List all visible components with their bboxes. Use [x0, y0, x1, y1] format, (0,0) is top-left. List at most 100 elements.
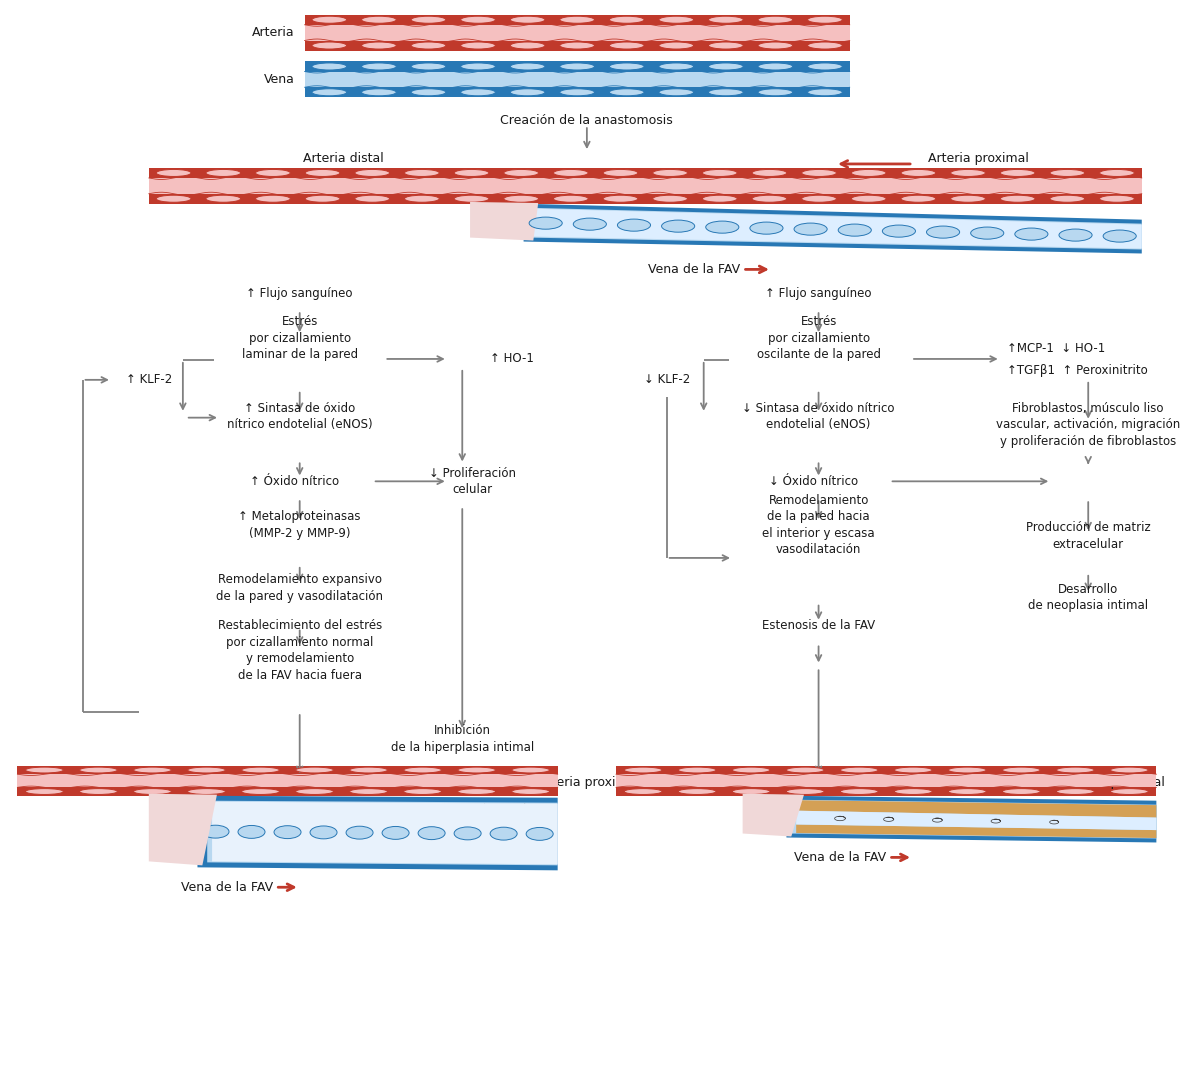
Ellipse shape — [295, 788, 334, 795]
Bar — [149, 168, 1141, 204]
Ellipse shape — [559, 88, 594, 96]
Text: ↓ KLF-2: ↓ KLF-2 — [643, 374, 690, 386]
Ellipse shape — [840, 788, 878, 795]
Bar — [616, 766, 1157, 796]
Ellipse shape — [653, 195, 688, 203]
Ellipse shape — [553, 169, 588, 177]
Ellipse shape — [1002, 767, 1040, 773]
Ellipse shape — [418, 826, 445, 839]
Polygon shape — [470, 202, 539, 241]
Polygon shape — [523, 204, 1141, 254]
Polygon shape — [743, 794, 804, 836]
Ellipse shape — [529, 217, 563, 229]
Text: ↑TGFβ1  ↑ Peroxinitrito: ↑TGFβ1 ↑ Peroxinitrito — [1008, 364, 1148, 377]
Ellipse shape — [241, 788, 280, 795]
Text: Arteria distal: Arteria distal — [304, 153, 384, 166]
Ellipse shape — [678, 788, 716, 795]
Ellipse shape — [604, 195, 638, 203]
Text: Inhibición
de la hiperplasia intimal: Inhibición de la hiperplasia intimal — [391, 724, 534, 754]
Ellipse shape — [1002, 788, 1040, 795]
Ellipse shape — [510, 63, 545, 70]
Ellipse shape — [752, 195, 787, 203]
Ellipse shape — [305, 195, 340, 203]
Ellipse shape — [1058, 229, 1092, 241]
Ellipse shape — [840, 767, 878, 773]
Ellipse shape — [808, 88, 842, 96]
Ellipse shape — [732, 767, 770, 773]
Ellipse shape — [202, 825, 229, 838]
Text: ↑ Flujo sanguíneo: ↑ Flujo sanguíneo — [766, 287, 872, 300]
Ellipse shape — [752, 169, 787, 177]
Ellipse shape — [461, 43, 496, 49]
Ellipse shape — [156, 195, 191, 203]
Ellipse shape — [312, 16, 347, 23]
Ellipse shape — [708, 16, 743, 23]
Ellipse shape — [851, 169, 886, 177]
Ellipse shape — [732, 788, 770, 795]
Ellipse shape — [403, 788, 442, 795]
Ellipse shape — [349, 788, 388, 795]
Ellipse shape — [510, 88, 545, 96]
Ellipse shape — [156, 169, 191, 177]
Bar — [149, 178, 1141, 194]
Ellipse shape — [404, 195, 439, 203]
Ellipse shape — [1001, 169, 1036, 177]
Text: Estrés
por cizallamiento
oscilante de la pared: Estrés por cizallamiento oscilante de la… — [756, 315, 881, 361]
Ellipse shape — [659, 88, 694, 96]
Ellipse shape — [802, 169, 836, 177]
Ellipse shape — [361, 63, 396, 70]
Text: Arteria proximal: Arteria proximal — [928, 153, 1028, 166]
Ellipse shape — [312, 43, 347, 49]
Ellipse shape — [461, 63, 496, 70]
Ellipse shape — [504, 169, 539, 177]
Ellipse shape — [1099, 195, 1134, 203]
Ellipse shape — [25, 788, 64, 795]
Ellipse shape — [404, 169, 439, 177]
Ellipse shape — [758, 43, 793, 49]
Ellipse shape — [511, 788, 550, 795]
Ellipse shape — [310, 826, 337, 839]
Ellipse shape — [948, 767, 986, 773]
Text: Creación de la anastomosis: Creación de la anastomosis — [500, 113, 673, 126]
Ellipse shape — [504, 195, 539, 203]
Ellipse shape — [708, 43, 743, 49]
Ellipse shape — [659, 16, 694, 23]
Ellipse shape — [624, 788, 662, 795]
Text: ↓ Óxido nítrico: ↓ Óxido nítrico — [769, 475, 858, 488]
Ellipse shape — [256, 169, 290, 177]
Text: Remodelamiento
de la pared hacia
el interior y escasa
vasodilatación: Remodelamiento de la pared hacia el inte… — [762, 494, 875, 556]
Ellipse shape — [25, 767, 64, 773]
Text: ↑ Sintasa de óxido
nítrico endotelial (eNOS): ↑ Sintasa de óxido nítrico endotelial (e… — [227, 402, 372, 432]
Ellipse shape — [454, 195, 488, 203]
Ellipse shape — [457, 767, 496, 773]
Ellipse shape — [851, 195, 886, 203]
Ellipse shape — [706, 221, 739, 233]
Text: ↑ Óxido nítrico: ↑ Óxido nítrico — [251, 475, 340, 488]
Ellipse shape — [948, 788, 986, 795]
Ellipse shape — [559, 43, 594, 49]
Text: Arteria distal: Arteria distal — [673, 776, 754, 789]
Ellipse shape — [461, 88, 496, 96]
Text: ↑ HO-1: ↑ HO-1 — [490, 352, 534, 365]
Ellipse shape — [349, 767, 388, 773]
Ellipse shape — [653, 169, 688, 177]
Ellipse shape — [661, 220, 695, 232]
Polygon shape — [208, 801, 558, 865]
Polygon shape — [149, 794, 217, 865]
Ellipse shape — [79, 767, 118, 773]
Ellipse shape — [659, 63, 694, 70]
Ellipse shape — [361, 16, 396, 23]
Ellipse shape — [971, 227, 1003, 239]
Ellipse shape — [1050, 195, 1085, 203]
Ellipse shape — [604, 169, 638, 177]
Ellipse shape — [950, 195, 985, 203]
Ellipse shape — [256, 195, 290, 203]
Polygon shape — [212, 801, 558, 864]
Ellipse shape — [618, 219, 650, 231]
Text: Producción de matriz
extracelular: Producción de matriz extracelular — [1026, 521, 1151, 550]
Text: Arteria: Arteria — [252, 26, 295, 39]
Ellipse shape — [355, 195, 390, 203]
Ellipse shape — [133, 788, 172, 795]
Ellipse shape — [808, 16, 842, 23]
Ellipse shape — [1056, 767, 1094, 773]
